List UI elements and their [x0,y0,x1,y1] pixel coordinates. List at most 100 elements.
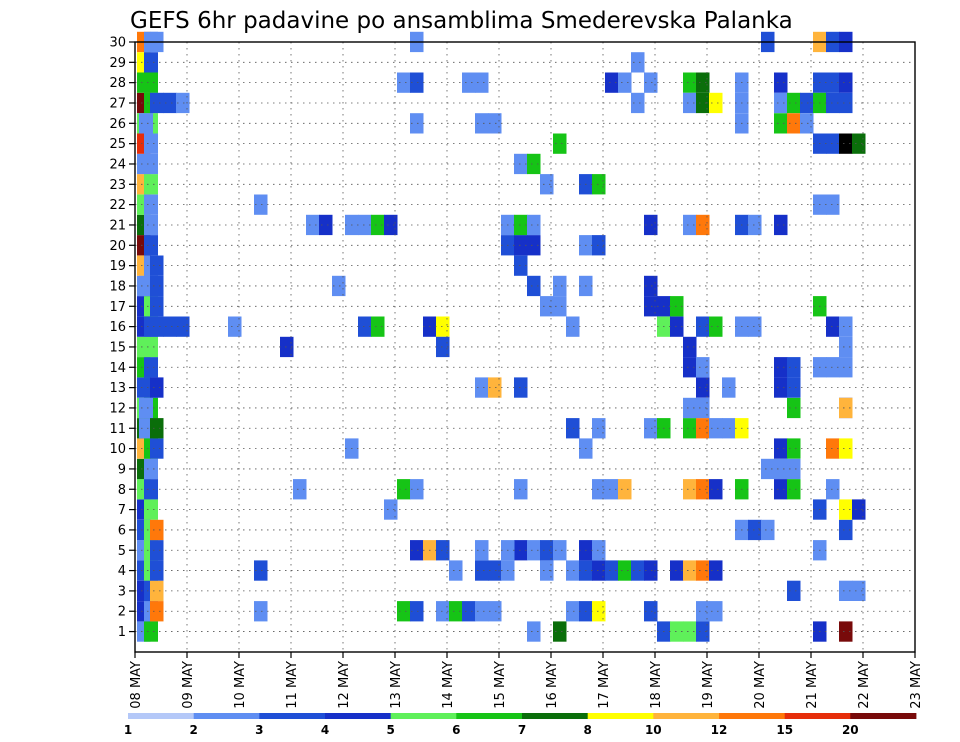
heatmap-cell [605,479,619,500]
y-tick-label: 4 [118,564,126,579]
heatmap-cell [709,92,723,114]
heatmap-cell [618,72,632,93]
heatmap-cell [748,519,762,541]
heatmap-cell [462,601,476,622]
y-tick-label: 5 [118,544,126,559]
heatmap-cell [683,621,697,642]
heatmap-cell [618,560,632,581]
heatmap-cell [566,316,580,337]
heatmap-cell [852,499,866,520]
heatmap-cell [644,560,658,581]
y-tick-label: 8 [118,483,126,498]
colorbar-label: 12 [711,723,728,737]
heatmap-cell [748,316,762,337]
y-tick-label: 1 [118,625,126,640]
x-tick-label: 12 MAY [337,661,352,709]
heatmap-cell [631,560,645,581]
heatmap-cell [144,621,158,642]
heatmap-cell [631,92,645,114]
heatmap-cell [553,621,567,642]
heatmap-cell [787,479,801,500]
heatmap-cell [280,336,294,358]
heatmap-cell [839,357,853,378]
heatmap-cell [527,214,541,236]
y-tick-label: 20 [109,239,126,254]
heatmap-cell [592,601,606,622]
heatmap-cell [150,580,164,601]
colorbar-label: 7 [518,723,526,737]
heatmap-cell [839,133,853,154]
heatmap-cell [540,560,554,581]
colorbar-label: 5 [387,723,395,737]
heatmap-cell [592,560,606,581]
heatmap-cell [397,479,411,500]
heatmap-cell [488,377,502,398]
heatmap-cell [852,133,866,154]
heatmap-cell [839,438,853,459]
heatmap-cell [163,92,177,114]
y-tick-label: 23 [109,178,126,193]
heatmap-cell [774,357,788,378]
heatmap-cells [137,31,866,652]
y-tick-label: 3 [118,584,126,599]
colorbar-swatch [259,713,326,719]
heatmap-cell [852,580,866,601]
heatmap-cell [644,296,658,317]
heatmap-cell [787,580,801,601]
heatmap-cell [144,52,158,73]
colorbar-label: 4 [321,723,329,737]
heatmap-cell [826,194,840,215]
y-tick-label: 14 [109,361,126,376]
heatmap-cell [709,601,723,622]
heatmap-cell [839,316,853,337]
heatmap-cell [670,560,684,581]
x-tick-label: 17 MAY [597,661,612,709]
heatmap-cell [683,214,697,236]
colorbar-label: 6 [452,723,460,737]
y-tick-label: 22 [109,198,126,213]
heatmap-cell [475,72,489,93]
heatmap-cell [566,601,580,622]
heatmap-cell [254,560,268,581]
heatmap-cell [139,397,153,419]
y-tick-label: 2 [118,605,126,620]
heatmap-cell [540,296,554,317]
heatmap-cell [358,316,372,337]
x-tick-label: 23 MAY [909,661,924,709]
heatmap-cell [150,296,164,317]
heatmap-cell [839,519,853,541]
heatmap-cell [139,275,153,297]
heatmap-cell [696,92,710,114]
y-tick-label: 6 [118,523,126,538]
heatmap-cell [566,418,580,439]
heatmap-cell [514,540,528,561]
heatmap-cell [787,92,801,114]
heatmap-cell [144,458,158,480]
x-tick-label: 08 MAY [129,661,144,709]
colorbar: 1 2 3 4 5 6 7 8 10 12 15 20 [124,713,917,737]
heatmap-cell [683,72,697,93]
heatmap-cell [774,377,788,398]
colorbar-swatch [522,713,589,719]
heatmap-cell [644,72,658,93]
heatmap-cell [527,153,541,175]
heatmap-cell [150,418,164,439]
heatmap-cell [397,601,411,622]
y-tick-label: 17 [109,300,126,315]
heatmap-cell [144,153,158,175]
heatmap-cell [774,72,788,93]
heatmap-cell [839,580,853,601]
heatmap-cell [631,52,645,73]
heatmap-cell [592,418,606,439]
heatmap-cell [150,519,164,541]
heatmap-cell [787,397,801,419]
heatmap-cell [410,113,424,134]
heatmap-cell [176,316,190,337]
heatmap-cell [683,479,697,500]
heatmap-cell [527,621,541,642]
heatmap-cell [722,377,736,398]
heatmap-cell [514,153,528,175]
y-tick-label: 30 [109,36,126,51]
heatmap-cell [462,72,476,93]
